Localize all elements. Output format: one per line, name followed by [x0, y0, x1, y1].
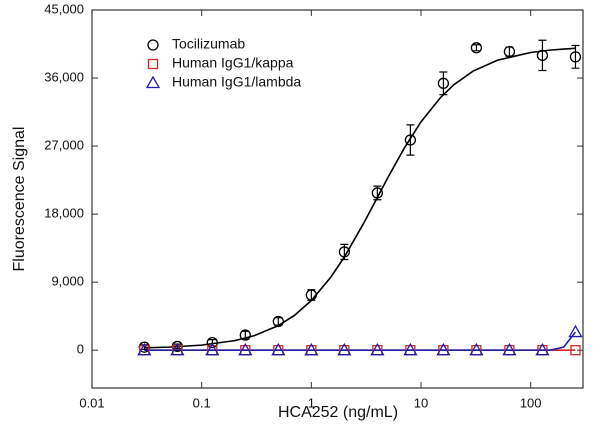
legend-label: Tocilizumab — [172, 36, 245, 52]
marker — [371, 187, 384, 199]
marker — [338, 246, 351, 258]
y-tick-label: 18,000 — [44, 206, 84, 221]
marker — [469, 342, 484, 356]
marker — [145, 75, 161, 89]
error-bar — [439, 71, 448, 96]
y-tick-label: 45,000 — [44, 1, 84, 16]
marker — [206, 336, 218, 349]
marker — [403, 342, 418, 356]
x-tick-label: 10 — [414, 395, 428, 410]
marker — [470, 42, 483, 54]
marker — [337, 342, 352, 356]
marker — [238, 342, 253, 356]
error-bar — [571, 44, 580, 69]
plot-frame — [91, 9, 584, 389]
marker — [436, 342, 451, 356]
marker — [404, 134, 417, 146]
marker — [271, 342, 286, 356]
marker — [170, 342, 185, 356]
marker — [535, 342, 550, 356]
marker — [503, 45, 516, 58]
legend-label: Human IgG1/kappa — [172, 55, 294, 71]
x-tick-label: 1 — [308, 395, 315, 410]
marker — [205, 342, 220, 356]
x-axis-title: HCA252 (ng/mL) — [278, 404, 398, 421]
x-tick-label: 0.01 — [79, 395, 104, 410]
y-tick-label: 9,000 — [51, 274, 84, 289]
marker — [239, 329, 251, 341]
marker — [272, 315, 284, 328]
marker — [370, 342, 385, 356]
marker — [147, 39, 159, 51]
y-tick-label: 36,000 — [44, 69, 84, 84]
marker — [137, 342, 152, 356]
fit-curve — [144, 47, 576, 349]
error-bar — [538, 39, 547, 72]
legend-label: Human IgG1/lambda — [172, 74, 301, 90]
marker — [536, 49, 549, 62]
y-tick-label: 0 — [77, 342, 84, 357]
error-bar — [472, 44, 481, 52]
error-bar — [505, 46, 514, 57]
marker — [502, 342, 517, 356]
x-tick-label: 0.1 — [193, 395, 211, 410]
x-tick-label: 100 — [520, 395, 542, 410]
error-bar — [406, 124, 415, 156]
marker — [147, 58, 159, 70]
marker — [570, 345, 581, 356]
y-axis-title: Fluorescence Signal — [11, 127, 28, 272]
fit-curve — [144, 331, 577, 352]
y-tick-label: 27,000 — [44, 138, 84, 153]
marker — [568, 324, 583, 338]
marker — [437, 77, 450, 89]
marker — [569, 51, 582, 63]
marker — [304, 342, 319, 356]
marker — [305, 289, 317, 301]
